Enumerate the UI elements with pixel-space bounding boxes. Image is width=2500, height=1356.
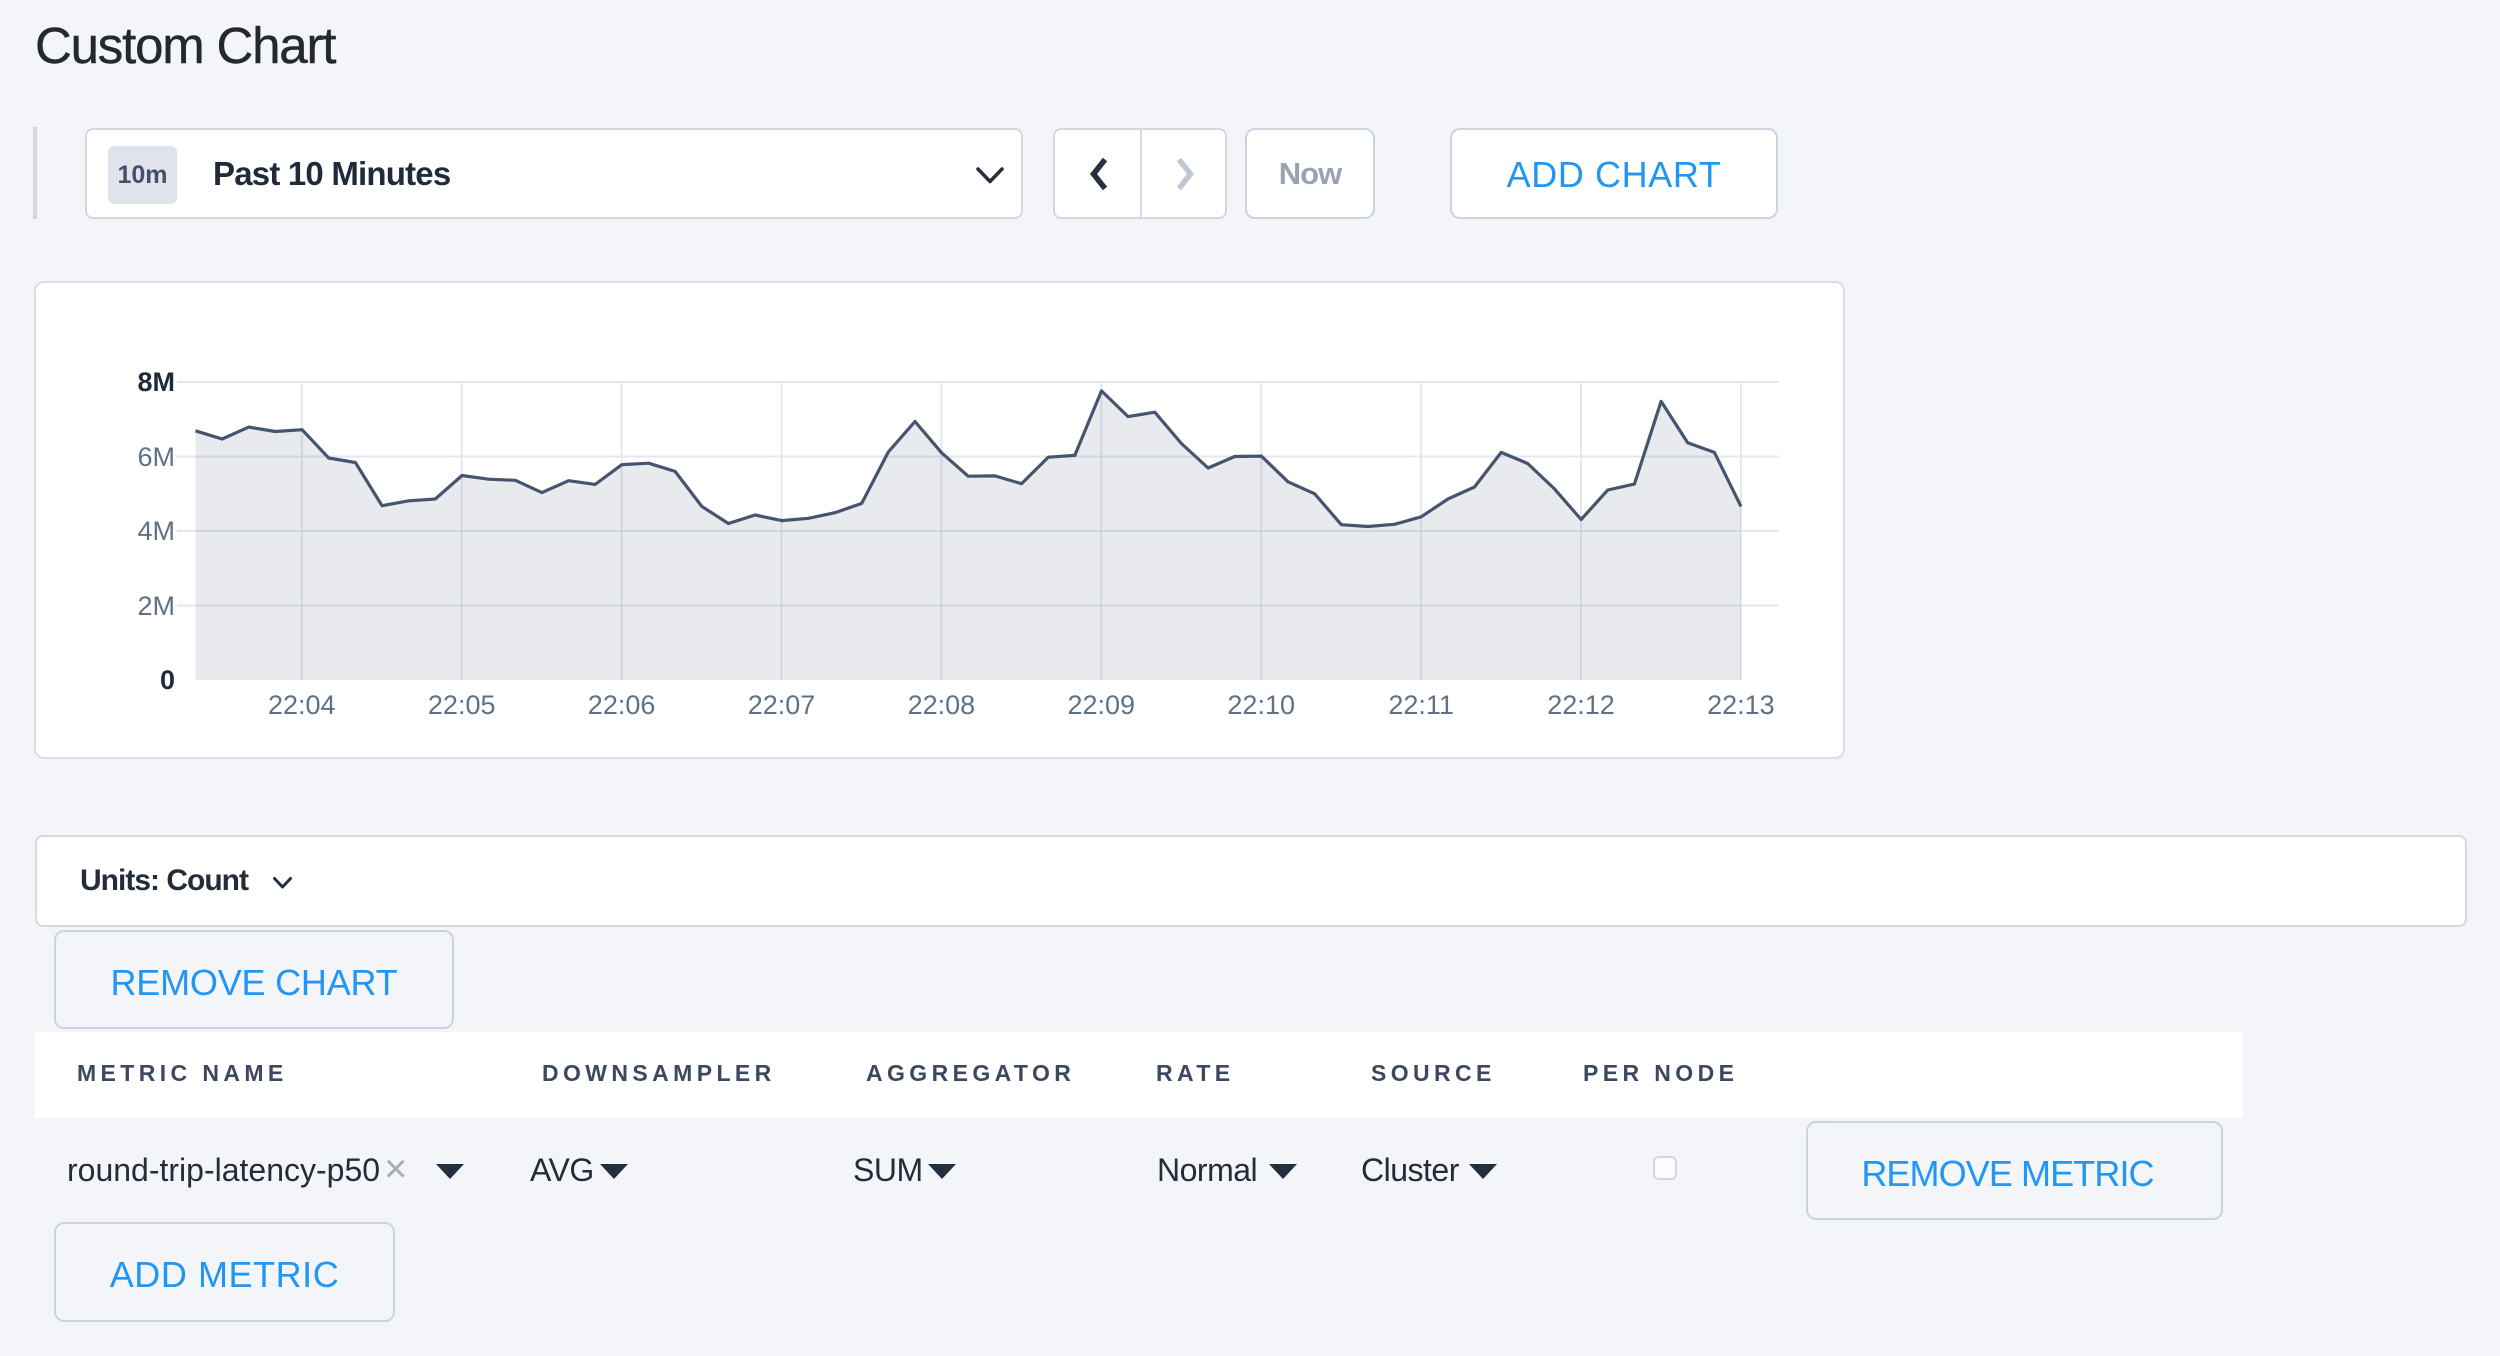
svg-text:8M: 8M (137, 367, 175, 397)
svg-text:4M: 4M (137, 516, 175, 546)
svg-text:0: 0 (160, 665, 175, 695)
svg-text:22:08: 22:08 (908, 690, 976, 720)
svg-text:22:04: 22:04 (268, 690, 336, 720)
svg-text:22:13: 22:13 (1707, 690, 1775, 720)
svg-text:22:12: 22:12 (1547, 690, 1615, 720)
svg-text:22:05: 22:05 (428, 690, 496, 720)
svg-text:22:10: 22:10 (1227, 690, 1295, 720)
svg-text:22:07: 22:07 (748, 690, 816, 720)
svg-text:22:06: 22:06 (588, 690, 656, 720)
svg-text:22:09: 22:09 (1068, 690, 1136, 720)
svg-text:6M: 6M (137, 442, 175, 472)
svg-text:2M: 2M (137, 591, 175, 621)
svg-text:22:11: 22:11 (1388, 690, 1454, 720)
